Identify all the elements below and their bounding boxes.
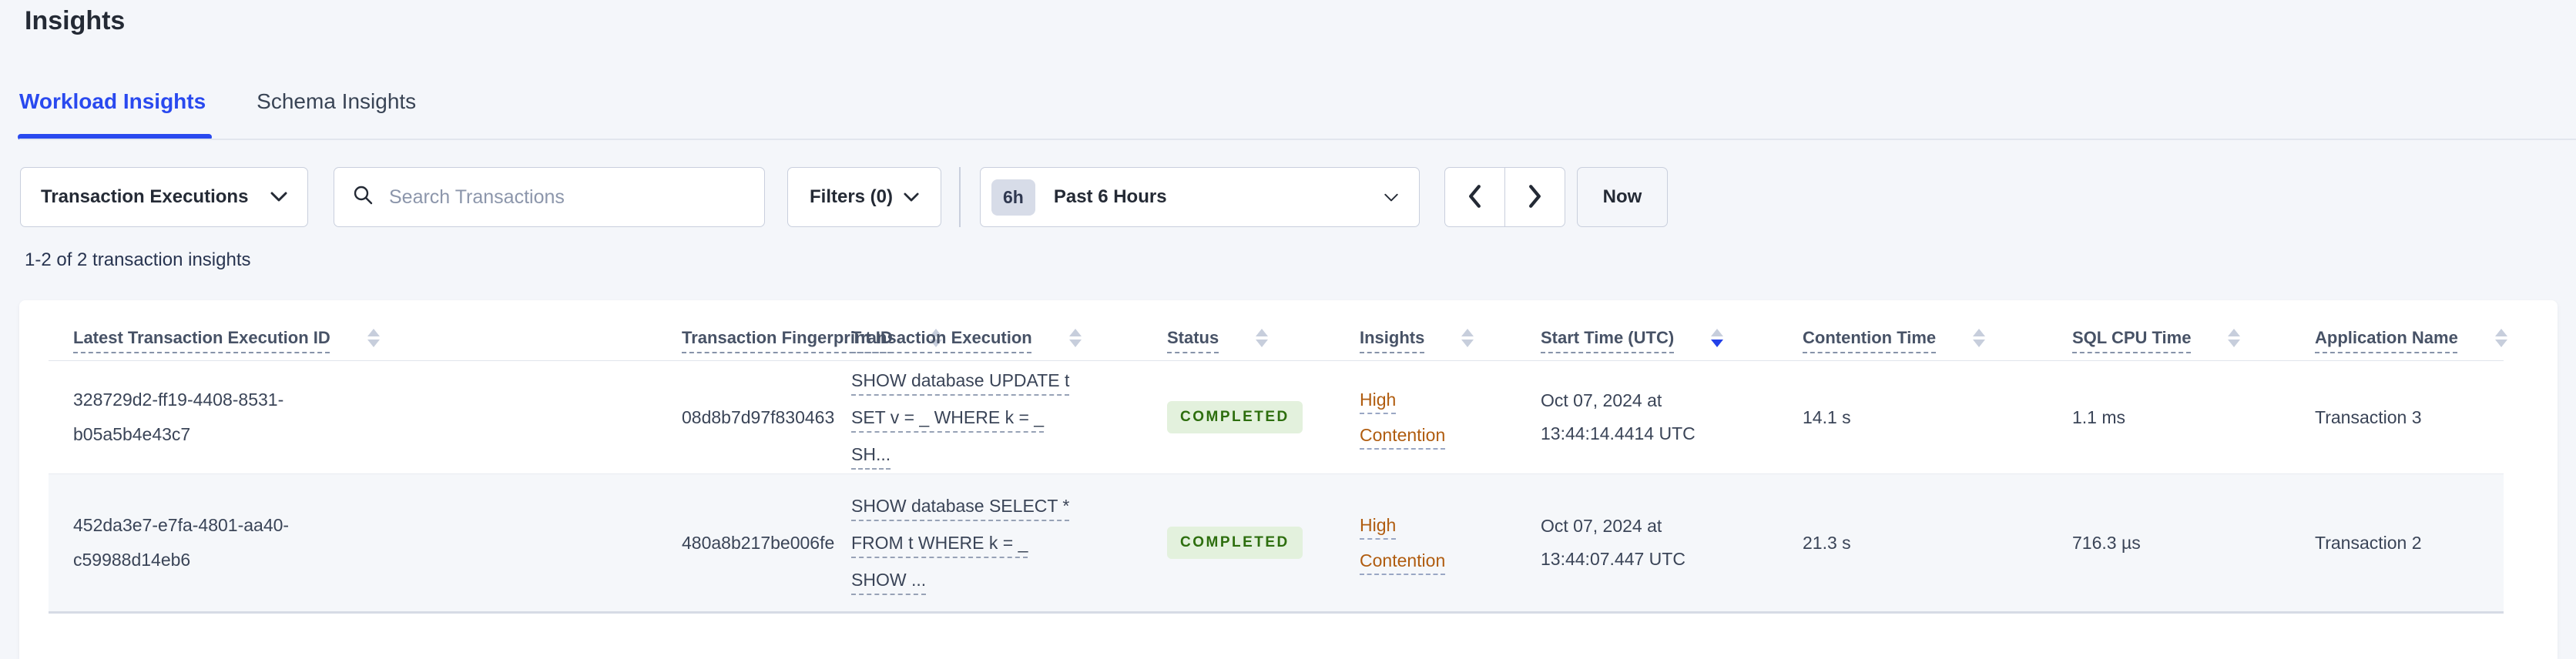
column-header-sql-cpu-time[interactable]: SQL CPU Time (2048, 300, 2290, 361)
column-header-transaction-execution[interactable]: Transaction Execution (827, 300, 1142, 361)
search-box (334, 167, 765, 227)
sort-icon[interactable] (929, 329, 942, 347)
transaction-execution-link[interactable]: SHOW database SELECT * FROM t WHERE k = … (851, 496, 1070, 590)
sort-icon[interactable] (1973, 329, 1986, 347)
cell-sql-cpu-time: 716.3 µs (2072, 532, 2141, 553)
time-range-picker[interactable]: 6h Past 6 Hours (980, 167, 1420, 227)
sort-icon[interactable] (2494, 329, 2507, 347)
cell-fingerprint-id: 08d8b7d97f830463 (682, 406, 835, 427)
cell-application-name: Transaction 3 (2315, 406, 2422, 427)
status-badge: COMPLETED (1167, 401, 1303, 433)
tab-workload-insights[interactable]: Workload Insights (17, 86, 213, 140)
insight-type-dropdown[interactable]: Transaction Executions (20, 167, 308, 227)
chevron-left-icon (1468, 184, 1481, 210)
tabs-bar: Workload Insights Schema Insights (17, 86, 417, 140)
time-range-badge: 6h (991, 179, 1035, 216)
table-row: 328729d2-ff19-4408-8531-b05a5b4e43c7 08d… (49, 360, 2504, 474)
search-input[interactable] (387, 185, 746, 209)
cell-sql-cpu-time: 1.1 ms (2072, 406, 2126, 427)
cell-transaction-execution: SHOW database SELECT * FROM t WHERE k = … (827, 474, 1142, 613)
cell-start-time: Oct 07, 2024 at 13:44:07.447 UTC (1541, 516, 1685, 569)
transaction-execution-link[interactable]: SHOW database UPDATE t SET v = _ WHERE k… (851, 370, 1070, 464)
insight-type-label: Transaction Executions (41, 186, 249, 207)
cell-latest-execution-id: 328729d2-ff19-4408-8531-b05a5b4e43c7 (73, 390, 284, 444)
chevron-down-icon (270, 186, 287, 208)
cell-status: COMPLETED (1142, 474, 1335, 613)
results-summary: 1-2 of 2 transaction insights (25, 249, 251, 270)
page-title: Insights (25, 6, 126, 35)
time-prev-button[interactable] (1445, 168, 1505, 226)
cell-insights: High Contention (1335, 361, 1516, 474)
insight-link[interactable]: High Contention (1360, 515, 1446, 570)
cell-contention-time: 21.3 s (1803, 532, 1851, 553)
chevron-down-icon (904, 186, 919, 208)
insight-link[interactable]: High Contention (1360, 390, 1446, 445)
column-header-transaction-fingerprint-id[interactable]: Transaction Fingerprint ID (657, 300, 942, 361)
column-header-status[interactable]: Status (1142, 300, 1335, 361)
insights-table-card: Latest Transaction Execution ID Transact… (19, 300, 2558, 659)
toolbar: Transaction Executions Filters (0) 6h Pa… (0, 167, 2576, 227)
cell-fingerprint-id: 480a8b217be006fe (682, 532, 835, 553)
time-next-button[interactable] (1505, 168, 1565, 226)
column-header-contention-time[interactable]: Contention Time (1778, 300, 2048, 361)
cell-insights: High Contention (1335, 474, 1516, 613)
cell-contention-time: 14.1 s (1803, 406, 1851, 427)
sort-icon[interactable] (1711, 329, 1724, 347)
search-icon (353, 185, 374, 209)
table-row: 452da3e7-e7fa-4801-aa40-c59988d14eb6 480… (49, 473, 2504, 613)
column-header-start-time[interactable]: Start Time (UTC) (1516, 300, 1778, 361)
cell-latest-execution-id: 452da3e7-e7fa-4801-aa40-c59988d14eb6 (73, 515, 290, 570)
column-header-insights[interactable]: Insights (1335, 300, 1516, 361)
sort-icon[interactable] (2228, 329, 2241, 347)
chevron-down-icon (1384, 186, 1399, 208)
filters-button[interactable]: Filters (0) (787, 167, 941, 227)
sort-icon[interactable] (1461, 329, 1474, 347)
insights-table: Latest Transaction Execution ID Transact… (49, 300, 2507, 614)
sort-icon[interactable] (367, 329, 380, 347)
time-pager (1444, 167, 1565, 227)
table-header-row: Latest Transaction Execution ID Transact… (49, 300, 2507, 361)
cell-application-name: Transaction 2 (2315, 532, 2422, 553)
column-header-latest-transaction-execution-id[interactable]: Latest Transaction Execution ID (49, 300, 657, 361)
cell-status: COMPLETED (1142, 361, 1335, 474)
sort-icon[interactable] (1256, 329, 1269, 347)
chevron-right-icon (1528, 184, 1541, 210)
cell-start-time: Oct 07, 2024 at 13:44:14.4414 UTC (1541, 390, 1696, 443)
now-button[interactable]: Now (1577, 167, 1668, 227)
sort-icon[interactable] (1068, 329, 1082, 347)
status-badge: COMPLETED (1167, 527, 1303, 559)
toolbar-divider (959, 167, 961, 227)
cell-transaction-execution: SHOW database UPDATE t SET v = _ WHERE k… (827, 361, 1142, 474)
column-header-application-name[interactable]: Application Name (2290, 300, 2507, 361)
tabs-divider (19, 139, 2576, 140)
filters-label: Filters (0) (809, 186, 894, 207)
tab-schema-insights[interactable]: Schema Insights (257, 89, 417, 113)
time-range-label: Past 6 Hours (1053, 186, 1167, 207)
